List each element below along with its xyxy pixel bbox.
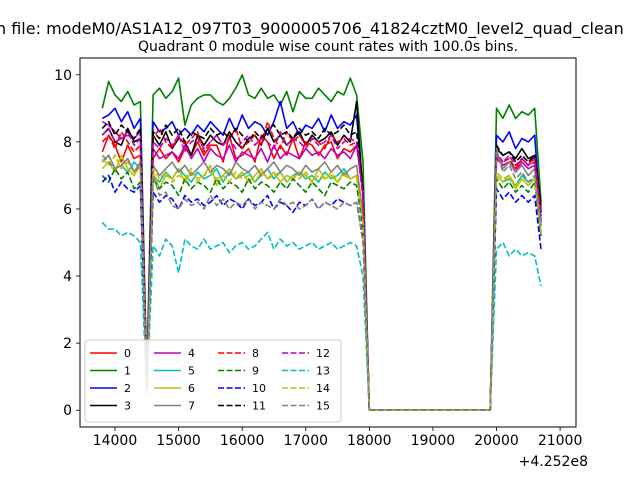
legend-label-1: 1: [124, 365, 131, 378]
legend-label-6: 6: [188, 382, 195, 395]
x-tick-label: 20000: [474, 433, 519, 449]
legend-label-8: 8: [252, 347, 259, 360]
figure-suptitle: n file: modeM0/AS1A12_097T03_9000005706_…: [0, 19, 624, 39]
chart-title: Quadrant 0 module wise count rates with …: [138, 39, 518, 55]
x-tick-label: 18000: [347, 433, 392, 449]
legend-box: [84, 339, 342, 423]
y-tick-label: 10: [54, 68, 72, 84]
x-axis: 14000 15000 16000 17000 18000 19000 20000 21000: [93, 427, 583, 449]
x-tick-label: 16000: [220, 433, 265, 449]
legend-label-4: 4: [188, 347, 195, 360]
y-tick-label: 2: [63, 336, 72, 352]
axes-spines: [79, 57, 577, 428]
legend-label-10: 10: [252, 382, 266, 395]
legend-label-11: 11: [252, 400, 266, 413]
x-tick-label: 19000: [411, 433, 456, 449]
legend-label-5: 5: [188, 365, 195, 378]
legend-label-7: 7: [188, 400, 195, 413]
x-tick-label: 21000: [538, 433, 583, 449]
legend-label-13: 13: [316, 365, 330, 378]
y-tick-label: 8: [63, 135, 72, 151]
x-tick-label: 14000: [93, 433, 138, 449]
legend-label-14: 14: [316, 382, 330, 395]
y-tick-label: 4: [63, 269, 72, 285]
series-line-15: [101, 147, 542, 411]
legend-label-3: 3: [124, 400, 131, 413]
legend-label-2: 2: [124, 382, 131, 395]
y-tick-label: 6: [63, 202, 72, 218]
x-tick-label: 17000: [283, 433, 328, 449]
y-tick-label: 0: [63, 403, 72, 419]
x-tick-label: 15000: [156, 433, 201, 449]
legend-label-9: 9: [252, 365, 259, 378]
y-axis: 0 2 4 6 8 10: [54, 68, 80, 419]
legend-label-12: 12: [316, 347, 330, 360]
legend-label-0: 0: [124, 347, 131, 360]
legend-label-15: 15: [316, 400, 330, 413]
series-layer: [101, 74, 542, 411]
x-axis-offset-label: +4.252e8: [519, 454, 588, 470]
